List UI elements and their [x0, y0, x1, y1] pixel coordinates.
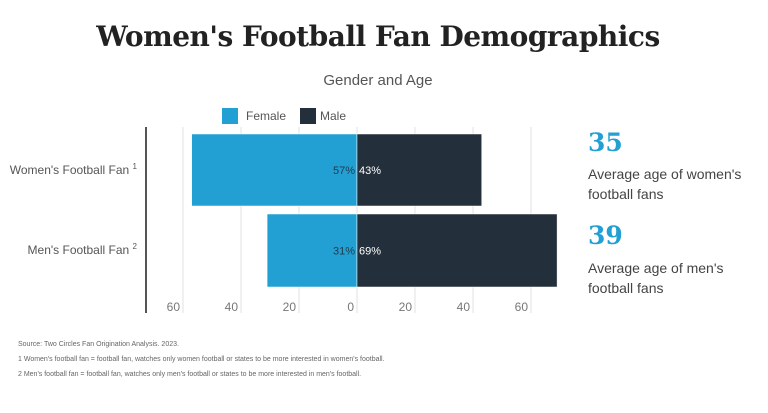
x-tick-label: 20	[283, 300, 297, 314]
source-note: Source: Two Circles Fan Origination Anal…	[18, 341, 179, 348]
stat-label-women: Average age of women's football fans	[588, 166, 742, 202]
legend-swatch-male	[300, 108, 316, 124]
x-tick-label: 40	[457, 300, 471, 314]
footnote-2: 2 Men's football fan = football fan, wat…	[18, 371, 362, 378]
bar-male	[356, 213, 558, 288]
bar-male	[356, 133, 482, 207]
legend-swatch-female	[222, 108, 238, 124]
data-label-male: 43%	[359, 165, 381, 177]
x-tick-label: 0	[347, 300, 354, 314]
data-label-female: 31%	[333, 246, 355, 258]
chart-subtitle: Gender and Age	[323, 72, 433, 89]
stat-label-men: Average age of men's football fans	[588, 260, 724, 296]
category-label-men: Men's Football Fan 2	[27, 242, 137, 257]
bar-female	[191, 133, 358, 207]
stat-value-women: 35	[588, 128, 623, 157]
x-tick-label: 20	[399, 300, 413, 314]
data-label-female: 57%	[333, 165, 355, 177]
x-tick-label: 60	[167, 300, 181, 314]
footnote-1: 1 Women's football fan = football fan, w…	[18, 356, 385, 363]
bar-female	[266, 213, 358, 288]
x-tick-label: 40	[225, 300, 239, 314]
legend-label-male: Male	[320, 109, 347, 123]
chart-title: Women's Football Fan Demographics	[96, 20, 660, 53]
legend-label-female: Female	[246, 109, 287, 123]
data-label-male: 69%	[359, 246, 381, 258]
x-tick-label: 60	[515, 300, 529, 314]
stat-value-men: 39	[588, 221, 623, 250]
category-label-women: Women's Football Fan 1	[9, 162, 137, 177]
